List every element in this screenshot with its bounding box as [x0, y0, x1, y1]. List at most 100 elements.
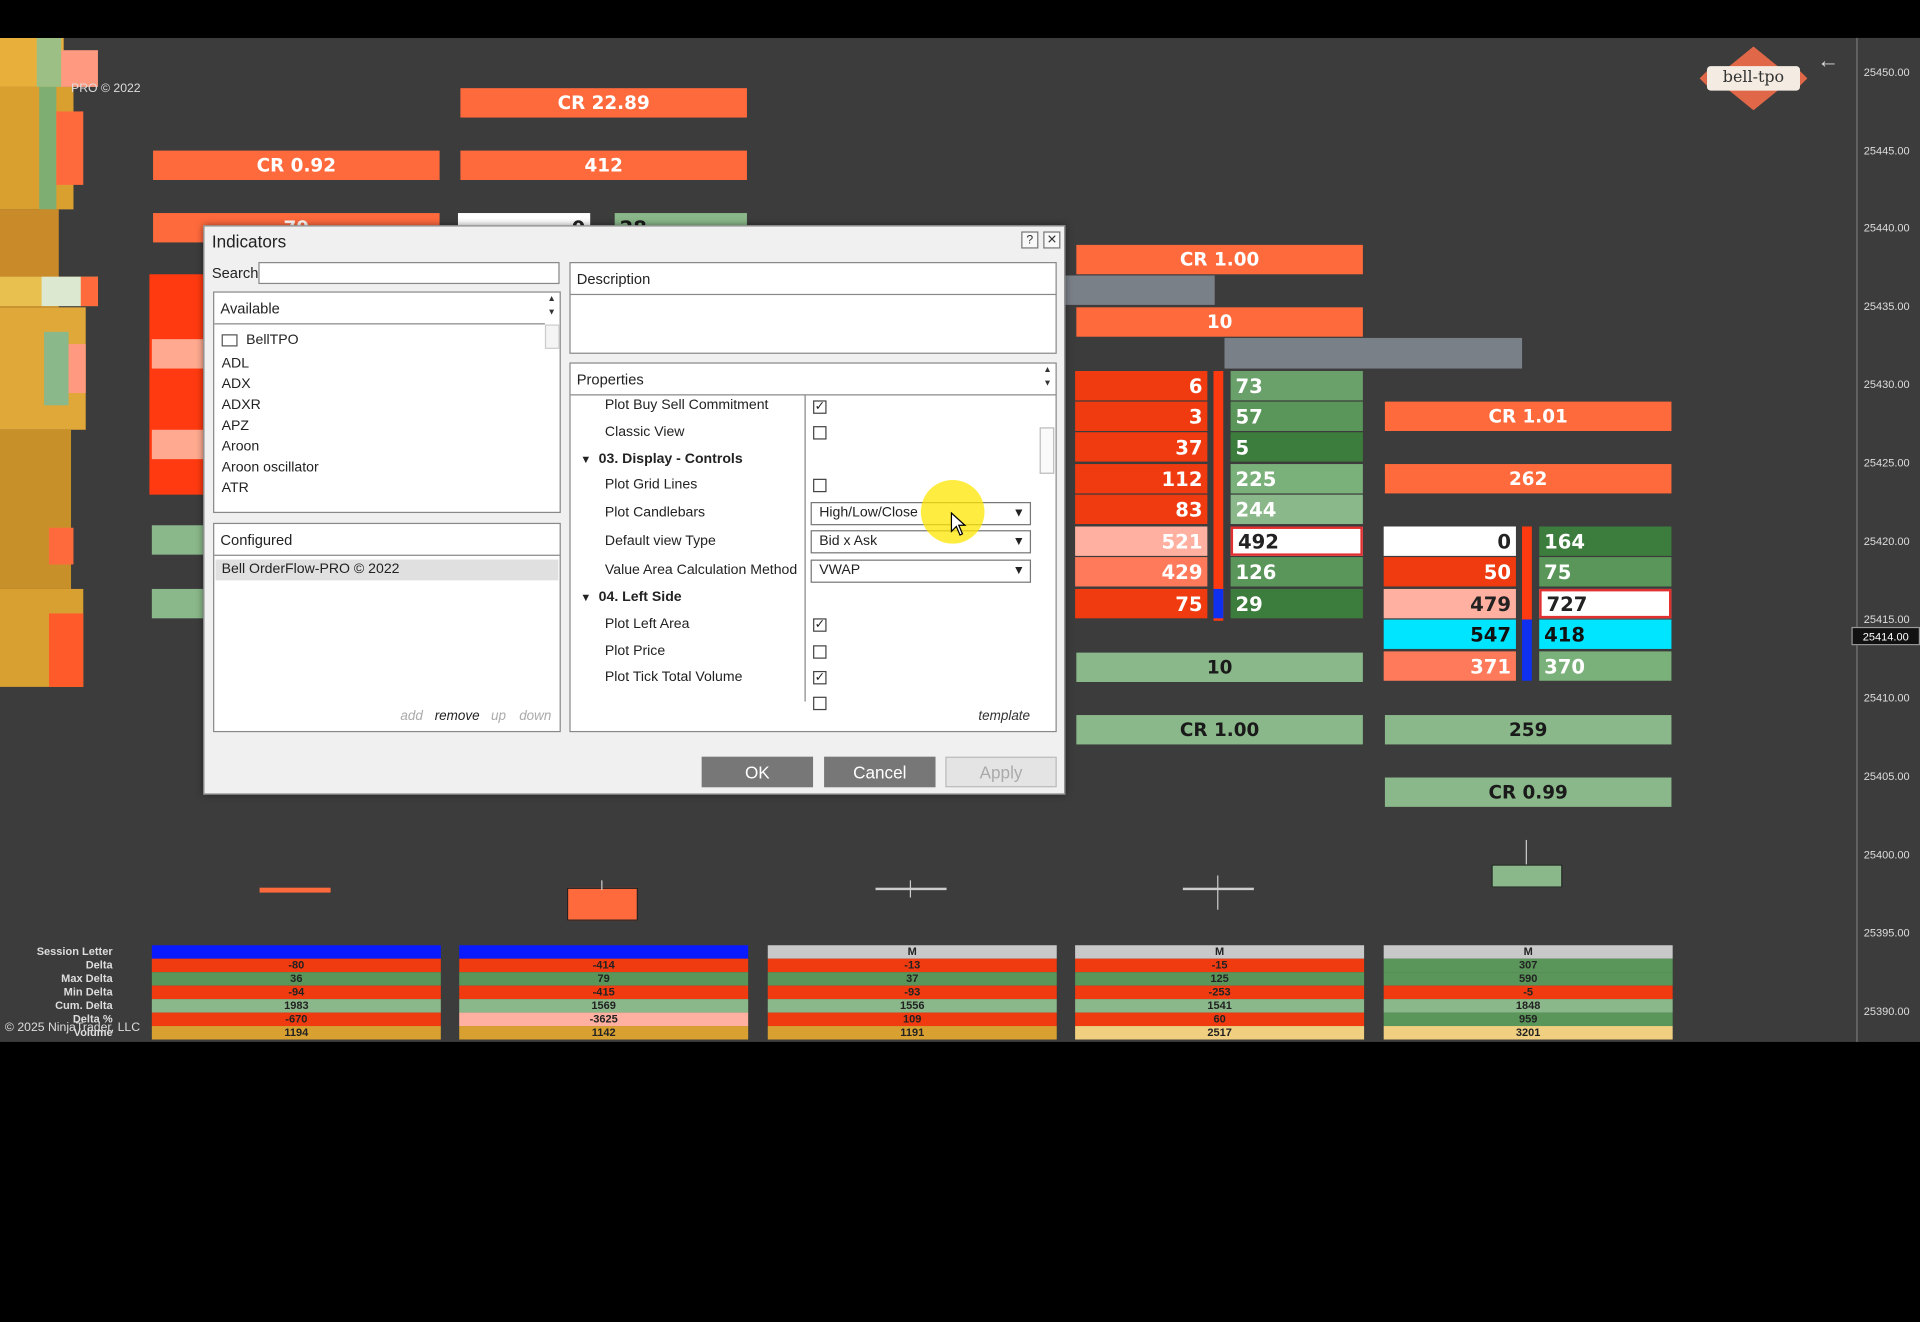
chevron-down-icon: ▼ — [1012, 564, 1025, 578]
configured-list[interactable]: Configured Bell OrderFlow-PRO © 2022 add… — [213, 522, 561, 733]
plot-tick-total-checkbox[interactable]: ✓ — [813, 670, 827, 685]
apply-button[interactable]: Apply — [945, 756, 1057, 788]
list-item[interactable]: APZ — [221, 418, 250, 434]
candle — [1182, 887, 1254, 891]
properties-header: Properties — [576, 370, 644, 389]
col5-bid-cell: 371 — [1383, 651, 1516, 681]
scroll-up-icon[interactable]: ▲ — [547, 295, 556, 304]
stat-label: Delta % — [72, 1012, 113, 1025]
stat-cell: -5 — [1383, 985, 1673, 1000]
category-label: 03. Display - Controls — [598, 451, 743, 467]
y-tick: 25450.00 — [1863, 66, 1910, 79]
list-item[interactable]: ADXR — [221, 397, 261, 413]
col4-cr-top: CR 1.00 — [1076, 244, 1363, 275]
properties-scrollbar[interactable] — [1039, 427, 1055, 474]
col4-ask-cell: 73 — [1230, 370, 1363, 401]
col4-ask-cell: 29 — [1230, 588, 1363, 619]
list-item-folder[interactable]: BellTPO — [221, 333, 299, 348]
plot-buy-sell-checkbox[interactable]: ✓ — [813, 400, 827, 414]
stat-cell: 1541 — [1075, 999, 1365, 1013]
cancel-button[interactable]: Cancel — [824, 756, 936, 788]
plot-grid-checkbox[interactable] — [813, 478, 827, 493]
close-button[interactable]: ✕ — [1043, 231, 1061, 249]
stat-label: Session Letter — [36, 945, 113, 958]
col5-cr-bottom: CR 0.99 — [1384, 777, 1672, 807]
list-item[interactable]: Aroon oscillator — [221, 460, 319, 476]
template-link[interactable]: template — [978, 708, 1031, 724]
remove-link[interactable]: remove — [434, 708, 480, 724]
bell-tpo-logo[interactable]: bell-tpo — [1699, 46, 1808, 111]
properties-scroll-down-icon[interactable]: ▼ — [1043, 379, 1052, 389]
properties-scroll-up-icon[interactable]: ▲ — [1043, 366, 1052, 375]
down-link[interactable]: down — [519, 708, 552, 724]
col4-bid-cell: 429 — [1075, 557, 1208, 587]
up-link[interactable]: up — [491, 708, 507, 724]
chevron-down-icon: ▼ — [1012, 506, 1025, 521]
default-view-select[interactable]: Bid x Ask ▼ — [810, 530, 1032, 554]
classic-view-checkbox[interactable] — [813, 426, 827, 440]
add-link[interactable]: add — [400, 708, 423, 724]
va-method-select[interactable]: VWAP ▼ — [810, 559, 1032, 583]
available-list[interactable]: Available ▲ ▼ BellTPO ADL ADX ADXR APZ A… — [213, 291, 561, 514]
prop-plot-price: Plot Price — [604, 644, 666, 659]
col4-ask-cell: 126 — [1230, 557, 1363, 587]
y-tick: 25415.00 — [1863, 613, 1910, 626]
ok-button[interactable]: OK — [701, 756, 814, 788]
prop-plot-left-area: Plot Left Area — [604, 617, 690, 632]
stat-cell: -15 — [1075, 958, 1365, 973]
plot-left-area-checkbox[interactable]: ✓ — [813, 618, 827, 632]
y-tick: 25410.00 — [1863, 691, 1910, 705]
stat-label: Volume — [73, 1026, 113, 1039]
configured-item[interactable] — [215, 559, 559, 581]
candle-wick — [601, 880, 603, 891]
stat-cell: -13 — [767, 958, 1057, 973]
y-tick: 25430.00 — [1863, 378, 1910, 391]
stat-cell: 1569 — [459, 999, 749, 1013]
list-item[interactable]: Aroon — [221, 439, 260, 455]
col4-delta-bar-blue — [1213, 588, 1224, 619]
collapse-triangle-icon: ▼ — [580, 453, 592, 466]
select-value: VWAP — [819, 563, 861, 578]
scrollbar[interactable] — [544, 324, 560, 349]
stat-session-letter: M — [1383, 945, 1673, 959]
category-left-side[interactable]: ▼ 04. Left Side — [580, 590, 681, 605]
col5-bid-cell: 50 — [1383, 557, 1516, 587]
back-arrow-icon[interactable]: ← — [1817, 47, 1840, 73]
bottom-letterbox — [0, 1041, 1920, 1080]
col4-bid-cell: 37 — [1075, 432, 1208, 462]
grey-block — [1065, 275, 1215, 305]
plot-price-checkbox[interactable] — [813, 645, 827, 659]
dialog-title: Indicators — [211, 231, 287, 252]
candle-wick — [909, 880, 912, 898]
col5-ask-cell: 727 — [1539, 588, 1672, 619]
scroll-down-icon[interactable]: ▼ — [547, 308, 556, 318]
stat-cell: 959 — [1383, 1012, 1673, 1027]
chart-area[interactable]: CR 22.89 CR 0.92 412 79 0 28 CR 1.00 10 … — [0, 37, 1920, 1042]
col4-volume-top: 10 — [1076, 307, 1363, 337]
stat-cell: 37 — [767, 972, 1057, 986]
top-letterbox — [0, 0, 1920, 38]
y-tick: 25440.00 — [1863, 221, 1910, 234]
y-tick: 25425.00 — [1863, 456, 1910, 469]
stat-cell: 36 — [151, 972, 441, 986]
description-header: Description — [576, 270, 651, 288]
stat-cell: 109 — [767, 1012, 1057, 1027]
prop-plot-buy-sell: Plot Buy Sell Commitment — [604, 397, 769, 413]
price-axis[interactable] — [1856, 37, 1920, 1042]
configured-header: Configured — [220, 531, 293, 549]
col5-volume-bottom: 259 — [1384, 715, 1672, 745]
stat-label: Max Delta — [61, 972, 113, 985]
list-item[interactable]: ADX — [221, 377, 251, 392]
stat-cell: 3201 — [1383, 1026, 1673, 1040]
search-input[interactable] — [258, 262, 560, 285]
list-item[interactable]: ATR — [221, 481, 249, 496]
properties-panel[interactable]: Properties ▲ ▼ Plot Buy Sell Commitment … — [569, 362, 1057, 733]
partial-checkbox[interactable] — [813, 696, 827, 711]
list-item[interactable]: ADL — [221, 356, 250, 371]
y-tick: 25405.00 — [1863, 770, 1910, 783]
col5-bid-cell: 479 — [1383, 588, 1516, 619]
col1-cr: CR 0.92 — [153, 150, 440, 180]
grey-block — [1224, 337, 1523, 369]
category-display-controls[interactable]: ▼ 03. Display - Controls — [580, 452, 742, 467]
help-button[interactable]: ? — [1021, 231, 1039, 249]
